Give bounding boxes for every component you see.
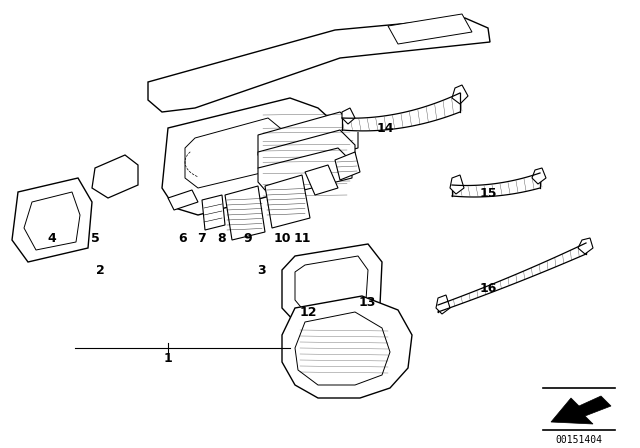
Polygon shape bbox=[342, 108, 355, 124]
Polygon shape bbox=[388, 14, 472, 44]
Polygon shape bbox=[258, 130, 355, 184]
Polygon shape bbox=[551, 396, 611, 424]
Polygon shape bbox=[305, 165, 338, 195]
Text: 14: 14 bbox=[376, 121, 394, 134]
Polygon shape bbox=[162, 98, 340, 215]
Text: 1: 1 bbox=[164, 352, 172, 365]
Text: 8: 8 bbox=[218, 232, 227, 245]
Polygon shape bbox=[225, 186, 265, 240]
Polygon shape bbox=[258, 148, 352, 198]
Text: 00151404: 00151404 bbox=[556, 435, 602, 445]
Polygon shape bbox=[295, 312, 390, 385]
Polygon shape bbox=[148, 18, 490, 112]
Text: 11: 11 bbox=[293, 232, 311, 245]
Polygon shape bbox=[532, 168, 546, 184]
Polygon shape bbox=[452, 85, 468, 104]
Text: 5: 5 bbox=[91, 232, 99, 245]
Polygon shape bbox=[282, 244, 382, 322]
Text: 3: 3 bbox=[258, 263, 266, 276]
Polygon shape bbox=[436, 295, 450, 314]
Polygon shape bbox=[12, 178, 92, 262]
Text: 10: 10 bbox=[273, 232, 291, 245]
Text: 7: 7 bbox=[198, 232, 206, 245]
Polygon shape bbox=[24, 192, 80, 250]
Text: 4: 4 bbox=[47, 232, 56, 245]
Polygon shape bbox=[282, 296, 412, 398]
Polygon shape bbox=[265, 175, 310, 228]
Text: 6: 6 bbox=[179, 232, 188, 245]
Polygon shape bbox=[450, 175, 464, 194]
Polygon shape bbox=[168, 190, 198, 210]
Polygon shape bbox=[295, 256, 368, 312]
Polygon shape bbox=[202, 195, 225, 230]
Text: 12: 12 bbox=[300, 306, 317, 319]
Text: 9: 9 bbox=[244, 232, 252, 245]
Polygon shape bbox=[92, 155, 138, 198]
Text: 16: 16 bbox=[479, 281, 497, 294]
Text: 2: 2 bbox=[95, 263, 104, 276]
Text: 15: 15 bbox=[479, 186, 497, 199]
Text: 13: 13 bbox=[358, 296, 376, 309]
Polygon shape bbox=[335, 152, 360, 180]
Polygon shape bbox=[185, 118, 285, 188]
Polygon shape bbox=[258, 112, 358, 170]
Polygon shape bbox=[578, 238, 593, 254]
